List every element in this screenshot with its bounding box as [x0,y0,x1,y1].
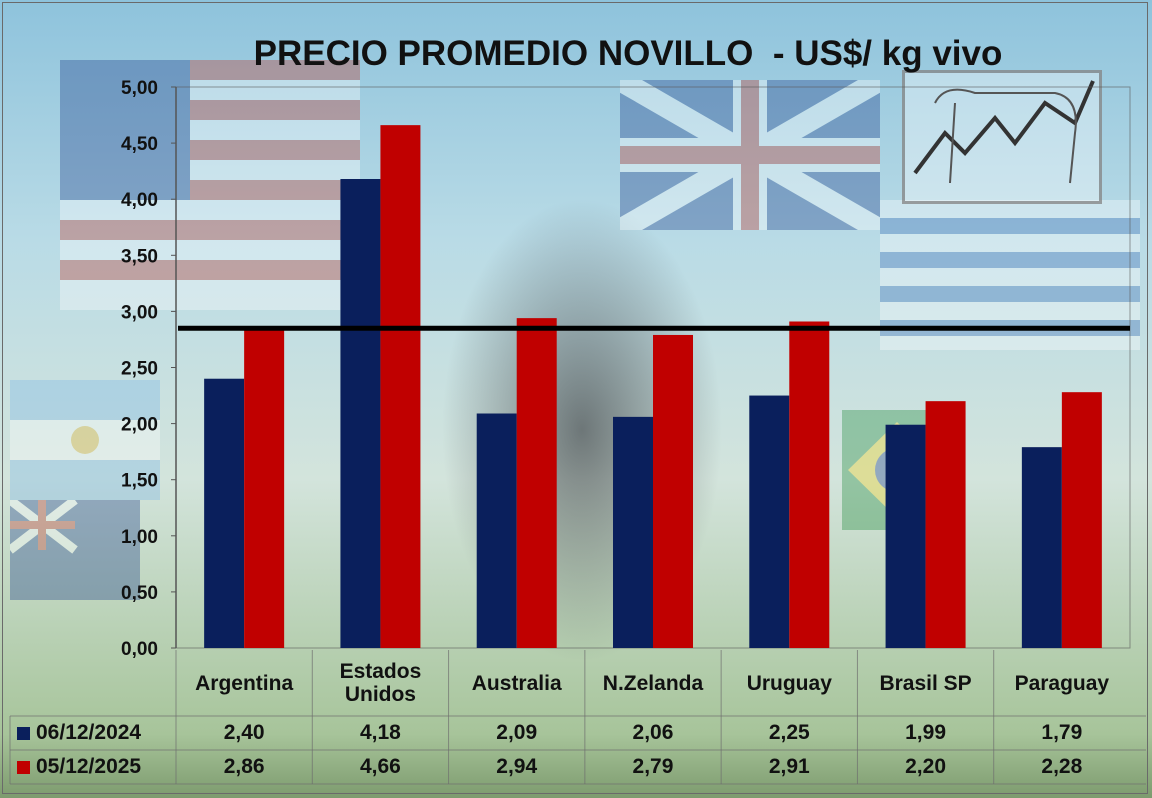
y-tick-label: 1,00 [121,527,158,548]
bar-series-1 [340,179,381,648]
x-category-label: Brasil SP [879,671,972,695]
legend-entry: 05/12/2025 [13,750,173,784]
y-tick-label: 2,00 [121,415,158,436]
table-value-cell: 1,99 [905,721,946,744]
table-value-cell: 2,28 [1041,755,1083,778]
table-value-cell: 2,94 [496,755,538,778]
bar-series-2 [380,125,421,648]
bar-series-1 [749,395,790,648]
y-tick-label: 5,00 [121,78,158,99]
x-category-label: Argentina [195,671,294,695]
bar-series-1 [885,424,926,648]
y-tick-label: 3,50 [121,246,158,267]
legend-swatch [17,726,30,740]
table-value-cell: 1,79 [1041,721,1083,744]
nz-flag-backdrop [10,500,140,600]
bar-series-1 [1021,447,1062,648]
bar-series-2 [789,321,830,648]
table-value-cell: 4,18 [359,721,401,744]
y-tick-label: 3,00 [121,302,158,323]
table-value-cell: 4,66 [359,755,401,778]
uk-flag-backdrop [620,80,880,230]
argentina-flag-backdrop [10,380,160,500]
table-value-cell: 2,86 [223,755,265,778]
legend-label: 05/12/2025 [36,755,142,778]
uruguay-flag-backdrop [880,200,1140,350]
legend-label: 06/12/2024 [36,721,142,744]
table-value-cell: 2,20 [905,755,946,778]
bar-series-2 [516,318,557,648]
x-category-label: N.Zelanda [602,671,704,695]
bar-series-1 [204,378,245,648]
x-category-label: Estados Unidos [339,660,422,706]
y-tick-label: 4,00 [121,190,158,211]
bar-series-2 [244,327,285,648]
y-tick-label: 4,50 [121,134,158,155]
x-category-label: Australia [471,671,562,695]
y-tick-label: 2,50 [121,359,158,380]
bar-series-1 [476,413,517,648]
legend-swatch [17,760,30,774]
bar-series-1 [613,416,653,648]
logo-watermark [902,70,1102,204]
y-tick-label: 0,50 [121,583,158,604]
chart-title: PRECIO PROMEDIO NOVILLO - US$/ kg vivo [253,34,1003,73]
table-value-cell: 2,25 [768,721,810,744]
bar-series-2 [653,334,693,648]
usa-flag-backdrop [60,60,360,310]
table-value-cell: 2,91 [768,755,810,778]
table-value-cell: 2,06 [632,721,674,744]
bar-series-2 [925,401,966,648]
table-value-cell: 2,09 [496,721,538,744]
y-tick-label: 0,00 [121,639,158,660]
y-tick-label: 1,50 [121,471,158,492]
table-value-cell: 2,40 [223,721,265,744]
legend-entry: 06/12/2024 [13,716,173,750]
table-value-cell: 2,79 [632,755,674,778]
bar-series-2 [1061,392,1102,648]
x-category-label: Uruguay [746,671,832,695]
x-category-label: Paraguay [1014,671,1110,695]
